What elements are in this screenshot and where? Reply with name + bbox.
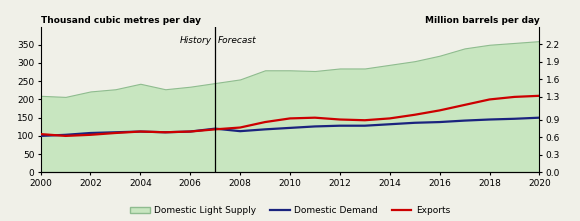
Text: Thousand cubic metres per day: Thousand cubic metres per day <box>41 16 201 25</box>
Text: History: History <box>180 36 212 45</box>
Text: Forecast: Forecast <box>218 36 257 45</box>
Text: Million barrels per day: Million barrels per day <box>425 16 539 25</box>
Legend: Domestic Light Supply, Domestic Demand, Exports: Domestic Light Supply, Domestic Demand, … <box>126 202 454 219</box>
